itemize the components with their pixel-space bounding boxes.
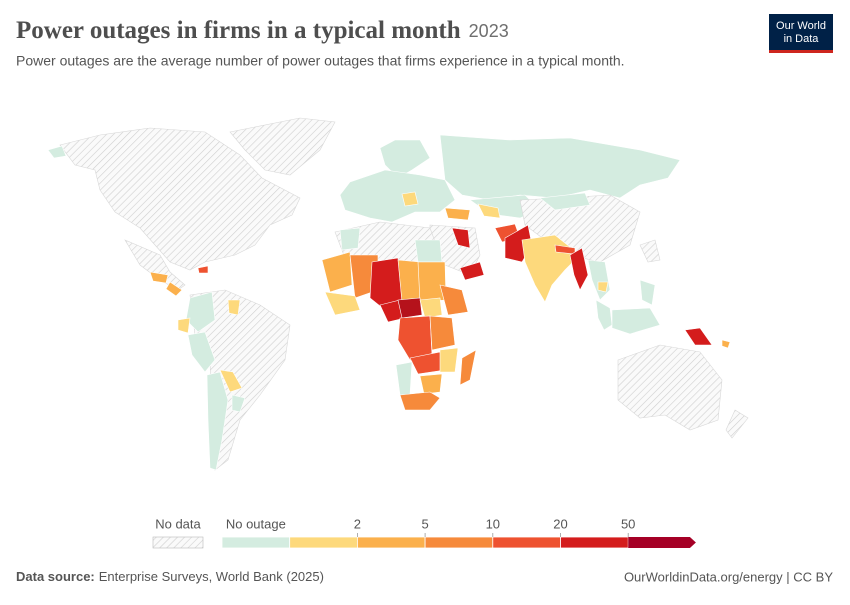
title-year: 2023: [469, 21, 509, 41]
title-text: Power outages in firms in a typical mont…: [16, 17, 461, 44]
country[interactable]: [419, 297, 443, 319]
legend-tick-label: 5: [421, 516, 428, 531]
country[interactable]: [639, 239, 661, 263]
country[interactable]: [227, 299, 241, 316]
country[interactable]: [569, 247, 589, 291]
country[interactable]: [124, 239, 186, 291]
country[interactable]: [414, 239, 443, 263]
country[interactable]: [324, 291, 361, 316]
legend-swatch: [424, 536, 494, 549]
country[interactable]: [59, 127, 301, 271]
country[interactable]: [149, 271, 169, 284]
legend-swatch: [289, 536, 358, 549]
legend-no-data-swatch: [152, 536, 204, 549]
legend-swatch: [221, 536, 291, 549]
country[interactable]: [165, 281, 183, 297]
country[interactable]: [47, 145, 67, 159]
legend-tick-label: 10: [486, 516, 500, 531]
country[interactable]: [339, 227, 361, 251]
country[interactable]: [231, 394, 246, 413]
source-text: Enterprise Surveys, World Bank (2025): [99, 569, 324, 584]
legend-no-data-label: No data: [155, 516, 201, 531]
country[interactable]: [639, 279, 656, 306]
country[interactable]: [397, 297, 423, 319]
legend-tick-label: 20: [553, 516, 567, 531]
legend-swatch: [628, 537, 696, 548]
country[interactable]: [401, 191, 419, 207]
logo-text[interactable]: Our World: [776, 20, 826, 32]
legend-swatch: [356, 536, 426, 549]
country[interactable]: [219, 369, 243, 393]
country[interactable]: [177, 317, 191, 334]
country[interactable]: [684, 327, 713, 346]
legend-tick-label: 2: [354, 516, 361, 531]
country[interactable]: [185, 291, 216, 333]
country[interactable]: [725, 409, 749, 439]
title: Power outages in firms in a typical mont…: [16, 17, 509, 44]
country[interactable]: [451, 227, 471, 249]
legend-no-outage-label: No outage: [226, 516, 286, 531]
footer-link[interactable]: OurWorldinData.org/energy | CC BY: [624, 569, 833, 584]
logo-box[interactable]: [769, 14, 833, 50]
country[interactable]: [206, 371, 229, 471]
country[interactable]: [439, 134, 681, 201]
country[interactable]: [187, 331, 216, 373]
country[interactable]: [439, 284, 469, 316]
legend: No data No outage 2 5 10 20 50: [152, 516, 696, 549]
logo-bar: [769, 50, 833, 53]
country[interactable]: [321, 251, 353, 293]
legend-tick-label: 50: [621, 516, 635, 531]
country[interactable]: [229, 117, 336, 176]
country[interactable]: [459, 349, 477, 386]
legend-swatch: [560, 536, 629, 549]
country[interactable]: [397, 259, 421, 303]
country[interactable]: [617, 344, 723, 431]
logo-text[interactable]: in Data: [784, 33, 820, 45]
world-map: [47, 117, 749, 471]
logo[interactable]: Our World in Data: [769, 14, 833, 53]
country[interactable]: [197, 265, 209, 274]
country[interactable]: [611, 307, 661, 335]
country[interactable]: [339, 169, 456, 223]
source-label: Data source:: [16, 569, 95, 584]
country[interactable]: [477, 203, 501, 219]
country[interactable]: [417, 261, 447, 303]
country[interactable]: [419, 373, 443, 395]
country[interactable]: [459, 261, 485, 281]
country[interactable]: [721, 339, 731, 349]
country[interactable]: [597, 281, 609, 293]
country[interactable]: [444, 207, 471, 221]
source: Data source: Enterprise Surveys, World Ba…: [16, 569, 324, 584]
country[interactable]: [399, 391, 441, 411]
country[interactable]: [439, 347, 459, 373]
subtitle: Power outages are the average number of …: [16, 53, 625, 69]
country[interactable]: [595, 299, 613, 331]
legend-swatch: [492, 536, 561, 549]
country[interactable]: [379, 139, 431, 179]
country[interactable]: [429, 315, 456, 351]
country[interactable]: [539, 192, 591, 211]
